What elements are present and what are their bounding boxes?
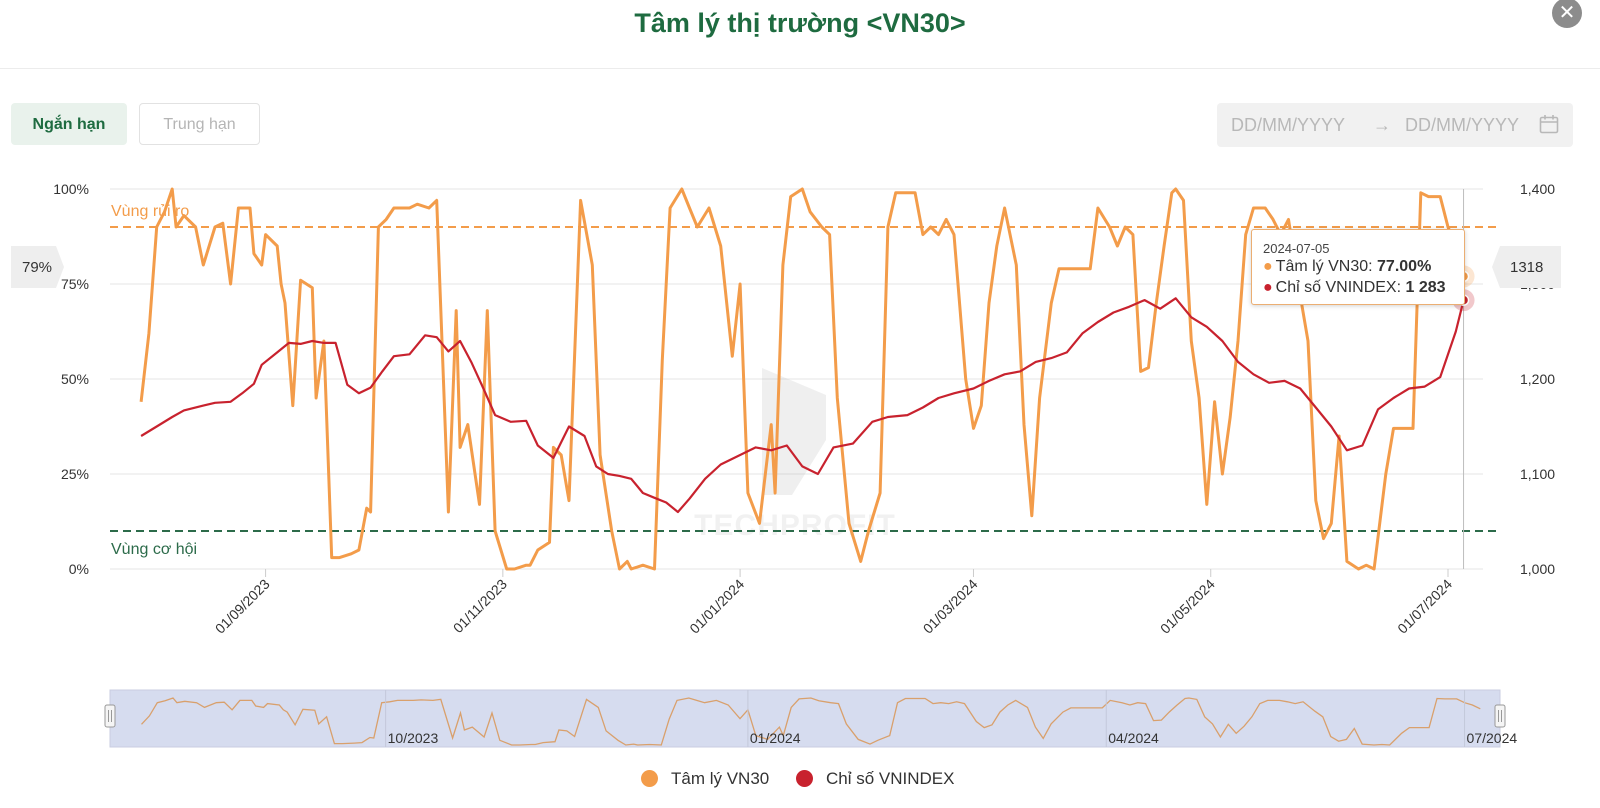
y-left-tick-label: 50% xyxy=(61,371,89,387)
opportunity-zone-label: Vùng cơ hội xyxy=(111,541,197,558)
y-right-tick-label: 1,000 xyxy=(1520,561,1555,577)
close-icon[interactable]: ✕ xyxy=(1552,0,1582,28)
handle-grip-icon xyxy=(1494,704,1506,728)
handle-grip-icon xyxy=(104,704,116,728)
x-tick-label: 01/03/2024 xyxy=(920,576,981,637)
crosshair-flag-left-label: 79% xyxy=(22,259,52,276)
tab-short-term[interactable]: Ngắn hạn xyxy=(11,103,127,145)
risk-zone-label: Vùng rủi ro xyxy=(111,203,189,220)
tooltip-date: 2024-07-05 xyxy=(1263,241,1330,256)
crosshair-flag-right-label: 1318 xyxy=(1510,259,1543,276)
navigator-handle-right[interactable] xyxy=(1494,704,1506,728)
tab-mid-term[interactable]: Trung hạn xyxy=(139,103,260,145)
modal-header: Tâm lý thị trường <VN30> ✕ xyxy=(0,0,1600,69)
navigator-label: 04/2024 xyxy=(1108,730,1159,746)
tooltip-label: Tâm lý VN30: xyxy=(1275,258,1378,275)
x-tick-label: 01/01/2024 xyxy=(686,576,747,637)
legend-item-sentiment[interactable]: Tâm lý VN30 xyxy=(641,769,769,789)
tooltip-value: 1 283 xyxy=(1405,279,1446,296)
tooltip: 2024-07-05 ● Tâm lý VN30: 77.00% ● Chỉ số … xyxy=(1251,229,1465,305)
x-tick-label: 01/07/2024 xyxy=(1394,576,1455,637)
y-left-tick-label: 25% xyxy=(61,466,89,482)
legend-dot-icon xyxy=(641,770,658,787)
crosshair-flag-left xyxy=(11,246,64,288)
x-tick-label: 01/11/2023 xyxy=(450,576,510,636)
legend-label: Tâm lý VN30 xyxy=(671,769,770,788)
y-left-tick-label: 0% xyxy=(69,561,89,577)
calendar-icon[interactable] xyxy=(1539,114,1559,134)
legend-label: Chỉ số VNINDEX xyxy=(826,769,955,788)
navigator-handle-left[interactable] xyxy=(104,704,116,728)
start-date-input[interactable]: DD/MM/YYYY xyxy=(1231,115,1346,135)
tooltip-value: 77.00% xyxy=(1377,258,1432,275)
navigator-selection xyxy=(109,689,1501,748)
x-tick-label: 01/09/2023 xyxy=(212,576,273,637)
tooltip-row-sentiment: ● Tâm lý VN30: 77.00% xyxy=(1263,258,1432,275)
navigator-label: 07/2024 xyxy=(1467,730,1518,746)
tooltip-row-vnindex: ● Chỉ số VNINDEX: 1 283 xyxy=(1263,279,1446,296)
y-right-tick-label: 1,100 xyxy=(1520,466,1555,482)
date-range-arrow-icon: → xyxy=(1373,115,1391,135)
navigator-label: 01/2024 xyxy=(750,730,801,746)
legend: Tâm lý VN30 Chỉ số VNINDEX xyxy=(0,769,1600,791)
page-title: Tâm lý thị trường <VN30> xyxy=(634,8,966,38)
navigator-label: 10/2023 xyxy=(388,730,439,746)
tooltip-label: Chỉ số VNINDEX: xyxy=(1275,279,1406,296)
legend-item-vnindex[interactable]: Chỉ số VNINDEX xyxy=(796,769,954,789)
y-left-tick-label: 75% xyxy=(61,276,89,292)
navigator-series-line xyxy=(141,697,1481,746)
x-tick-label: 01/05/2024 xyxy=(1157,576,1218,637)
y-right-tick-label: 1,200 xyxy=(1520,371,1555,387)
watermark-text: TECHPROFIT xyxy=(694,509,896,542)
y-right-tick-label: 1,400 xyxy=(1520,181,1555,197)
date-range-picker[interactable]: DD/MM/YYYY → DD/MM/YYYY xyxy=(1217,103,1573,147)
series-line-vnindex xyxy=(140,297,1465,514)
crosshair-flag-right xyxy=(1492,246,1561,288)
series-line-sentiment xyxy=(139,187,1466,571)
legend-dot-icon xyxy=(796,770,813,787)
y-left-tick-label: 100% xyxy=(53,181,89,197)
end-date-input[interactable]: DD/MM/YYYY xyxy=(1405,115,1520,135)
